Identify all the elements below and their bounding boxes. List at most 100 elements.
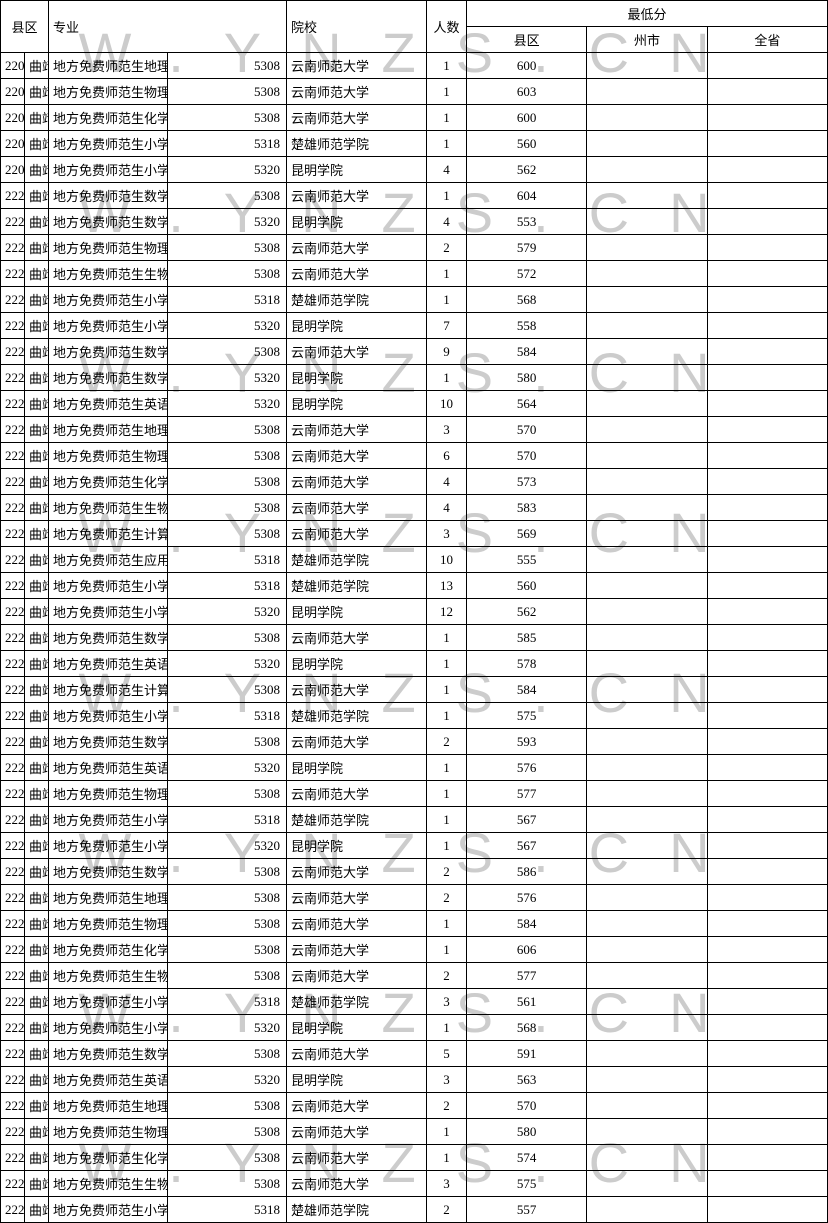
table-cell: 2227 [1,989,25,1015]
table-cell: 地方免费师范生应用心理学 [49,547,168,573]
table-cell [707,131,827,157]
table-cell: 593 [467,729,587,755]
table-cell [707,755,827,781]
table-cell: 2228 [1,1171,25,1197]
table-cell: 2228 [1,1093,25,1119]
table-cell [707,261,827,287]
table-cell: 1 [427,833,467,859]
table-cell: 5308 [168,911,287,937]
table-row: 2226曲靖市罗平县地方免费师范生英语5320昆明学院1576 [1,755,828,781]
table-cell [707,339,827,365]
table-cell: 5308 [168,417,287,443]
table-cell: 1 [427,755,467,781]
table-cell [587,677,707,703]
table-row: 2221曲靖市沾益区地方免费师范生物理学5308云南师范大学2579 [1,235,828,261]
table-cell: 地方免费师范生小学教育 [49,989,168,1015]
table-cell: 昆明学院 [287,1015,427,1041]
table-row: 2228曲靖市陆良县地方免费师范生数学与应用数学5308云南师范大学5591 [1,1041,828,1067]
table-cell: 5308 [168,235,287,261]
table-cell: 3 [427,1067,467,1093]
table-cell: 575 [467,1171,587,1197]
table-cell: 云南师范大学 [287,443,427,469]
table-cell: 1 [427,365,467,391]
table-cell: 云南师范大学 [287,469,427,495]
table-cell: 4 [427,469,467,495]
table-cell: 603 [467,79,587,105]
table-cell: 2201 [1,105,25,131]
table-cell: 2224 [1,339,25,365]
table-row: 2224曲靖市宣威市地方免费师范生地理科学5308云南师范大学3570 [1,417,828,443]
table-cell: 曲靖市师宗县 [25,989,49,1015]
table-cell [707,599,827,625]
table-cell: 曲靖市师宗县 [25,859,49,885]
table-cell [707,885,827,911]
table-row: 2224曲靖市宣威市地方免费师范生数学与应用数学5320昆明学院1580 [1,365,828,391]
table-row: 2201曲靖市麒麟区地方免费师范生地理科学5308云南师范大学1600 [1,53,828,79]
table-cell: 云南师范大学 [287,235,427,261]
table-cell: 5308 [168,963,287,989]
table-cell: 楚雄师范学院 [287,287,427,313]
table-cell: 568 [467,287,587,313]
table-cell: 曲靖市沾益区 [25,209,49,235]
table-cell: 曲靖市宣威市 [25,365,49,391]
table-cell: 曲靖市麒麟区 [25,53,49,79]
table-cell: 2201 [1,53,25,79]
table-cell: 2224 [1,417,25,443]
table-cell: 1 [427,1145,467,1171]
table-cell: 5 [427,1041,467,1067]
header-score-province: 全省 [707,27,827,53]
table-cell: 云南师范大学 [287,911,427,937]
table-cell: 昆明学院 [287,833,427,859]
table-cell: 1 [427,807,467,833]
table-cell: 地方免费师范生英语 [49,391,168,417]
table-cell: 576 [467,885,587,911]
table-cell: 曲靖市宣威市 [25,469,49,495]
table-cell [587,183,707,209]
table-cell: 昆明学院 [287,599,427,625]
table-cell [707,1093,827,1119]
table-cell: 577 [467,781,587,807]
table-cell: 557 [467,1197,587,1223]
table-cell: 560 [467,131,587,157]
table-cell: 楚雄师范学院 [287,573,427,599]
table-cell: 5308 [168,781,287,807]
table-cell [587,287,707,313]
table-cell: 5308 [168,469,287,495]
table-cell: 地方免费师范生英语 [49,755,168,781]
table-cell [587,1171,707,1197]
table-cell: 3 [427,521,467,547]
table-cell: 云南师范大学 [287,1145,427,1171]
table-cell [707,417,827,443]
table-cell [707,287,827,313]
table-cell: 地方免费师范生计算机科学与技术 [49,521,168,547]
table-cell: 曲靖市宣威市 [25,339,49,365]
table-cell [587,859,707,885]
table-cell: 4 [427,209,467,235]
table-cell: 地方免费师范生数学与应用数学 [49,183,168,209]
table-cell [587,885,707,911]
table-row: 2221曲靖市沾益区地方免费师范生生物科学5308云南师范大学1572 [1,261,828,287]
table-cell: 曲靖市陆良县 [25,1119,49,1145]
table-cell: 575 [467,703,587,729]
table-cell [707,521,827,547]
table-cell: 2228 [1,1145,25,1171]
table-cell: 2 [427,1093,467,1119]
table-row: 2221曲靖市沾益区地方免费师范生数学与应用数学5320昆明学院4553 [1,209,828,235]
table-cell: 地方免费师范生英语 [49,1067,168,1093]
table-cell [587,313,707,339]
table-cell: 5308 [168,885,287,911]
table-cell [707,989,827,1015]
table-cell: 570 [467,417,587,443]
table-row: 2224曲靖市宣威市地方免费师范生数学与应用数学5308云南师范大学9584 [1,339,828,365]
table-cell: 地方免费师范生小学教育 [49,1015,168,1041]
table-cell: 云南师范大学 [287,677,427,703]
table-cell: 曲靖市富源县 [25,625,49,651]
table-cell [587,781,707,807]
table-cell: 5308 [168,183,287,209]
table-cell: 曲靖市麒麟区 [25,131,49,157]
table-cell: 曲靖市富源县 [25,677,49,703]
table-row: 2228曲靖市陆良县地方免费师范生物理学5308云南师范大学1580 [1,1119,828,1145]
table-cell: 600 [467,53,587,79]
table-cell: 2224 [1,599,25,625]
table-cell [587,625,707,651]
